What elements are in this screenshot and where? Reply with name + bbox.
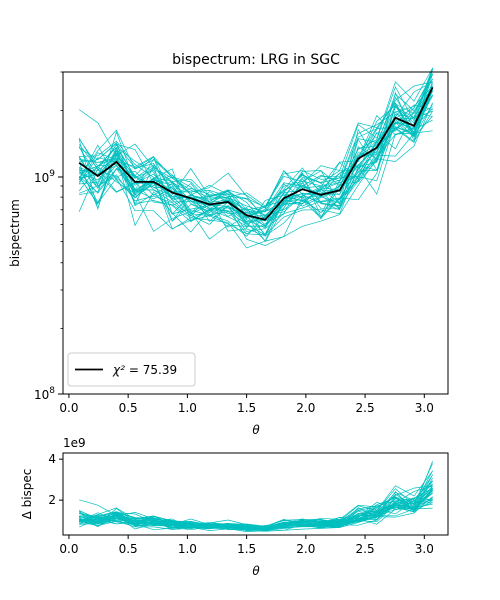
plot-frame-top	[62, 71, 449, 395]
mock-line-top	[78, 81, 433, 214]
offset-label: 1e9	[63, 436, 86, 450]
mock-line-bottom	[79, 488, 433, 531]
mock-line-top	[78, 87, 433, 237]
x-tick-label-top: 1.0	[178, 401, 197, 415]
bottom-panel: 1e9 0.0 0.5 1.0 1.5 2.0 2.5 3.0 24 Δ bispec θ	[20, 436, 449, 578]
mock-line-bottom	[79, 485, 433, 528]
mock-line-top	[79, 90, 433, 216]
y-tick-1e9: 109	[34, 169, 63, 185]
x-tick-label-top: 0.0	[59, 401, 78, 415]
x-tick-label-bottom: 2.0	[296, 542, 315, 556]
mock-line-top	[79, 67, 433, 209]
main-series-top	[78, 87, 434, 221]
mock-line-top	[78, 78, 433, 219]
mock-line-top	[79, 105, 433, 232]
top-panel: bispectrum: LRG in SGC 0.0 0.5 1.0 1.5 2.0 2.…	[8, 52, 449, 437]
y-axis-bottom: 24	[48, 452, 63, 507]
x-tick-label-top: 0.5	[119, 401, 138, 415]
mock-line-top	[79, 130, 433, 236]
x-axis-label-bottom: θ	[252, 564, 260, 578]
mock-line-bottom	[78, 486, 433, 531]
x-tick-label-top: 3.0	[415, 401, 434, 415]
mock-line-top	[79, 81, 433, 213]
y-axis-label-bottom: Δ bispec	[20, 469, 34, 520]
x-tick-label-bottom: 3.0	[415, 542, 434, 556]
mock-line-top	[79, 67, 433, 208]
mock-line-top	[78, 78, 433, 235]
mock-line-top	[78, 89, 433, 225]
y-tick-label-bottom: 2	[48, 493, 56, 507]
x-tick-label-bottom: 1.0	[178, 542, 197, 556]
x-axis-label-top: θ	[252, 423, 260, 437]
mock-lines-bottom	[78, 460, 433, 532]
x-tick-label-bottom: 0.5	[119, 542, 138, 556]
mock-line-top	[78, 111, 433, 216]
chart-title: bispectrum: LRG in SGC	[172, 52, 340, 68]
y-axis-top: 108 109	[34, 71, 63, 402]
x-tick-label-top: 1.5	[237, 401, 256, 415]
y-tick-1e8: 108	[34, 386, 63, 402]
y-tick-label-1e9: 109	[34, 169, 55, 185]
x-tick-label-top: 2.5	[356, 401, 375, 415]
mock-line-top	[78, 94, 433, 229]
mock-line-top	[78, 83, 433, 235]
x-tick-label-bottom: 0.0	[59, 542, 78, 556]
y-tick-label-1e8: 108	[34, 386, 55, 402]
mock-line-top	[78, 90, 433, 237]
x-axis-top: 0.0 0.5 1.0 1.5 2.0 2.5 3.0	[59, 394, 434, 415]
x-tick-label-top: 2.0	[296, 401, 315, 415]
series-line-main	[78, 87, 434, 221]
y-axis-label-top: bispectrum	[8, 199, 22, 267]
legend-box	[67, 352, 196, 387]
legend: χ² = 75.39	[67, 352, 196, 387]
x-tick-label-bottom: 1.5	[237, 542, 256, 556]
mock-line-bottom	[79, 470, 433, 527]
x-tick-label-bottom: 2.5	[356, 542, 375, 556]
legend-label: χ² = 75.39	[112, 363, 177, 377]
mock-line-bottom	[79, 474, 433, 530]
x-axis-bottom: 0.0 0.5 1.0 1.5 2.0 2.5 3.0	[59, 535, 434, 556]
mock-line-top	[79, 74, 433, 221]
mock-line-top	[78, 90, 433, 242]
mock-lines-top	[78, 67, 433, 249]
y-tick-label-bottom: 4	[48, 452, 56, 466]
mock-line-top	[78, 67, 433, 207]
plot-frame-bottom	[62, 452, 449, 536]
